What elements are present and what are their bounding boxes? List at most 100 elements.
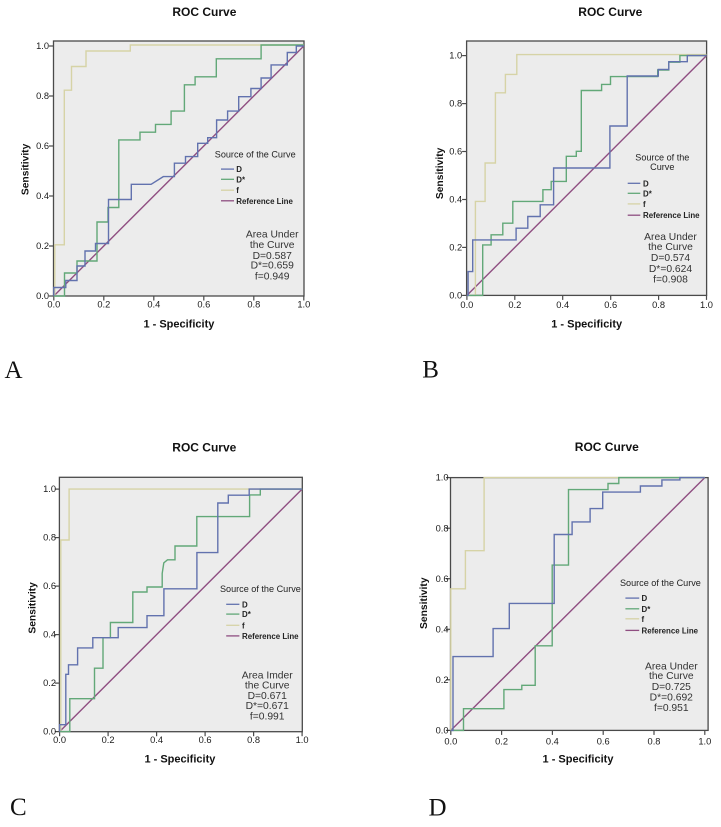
svg-text:f=0.991: f=0.991 (250, 711, 285, 722)
svg-text:0.2: 0.2 (495, 737, 508, 747)
svg-text:D*: D* (236, 175, 246, 184)
svg-text:ROC Curve: ROC Curve (578, 5, 642, 19)
svg-text:Reference Line: Reference Line (642, 626, 699, 635)
svg-text:0.0: 0.0 (444, 737, 457, 747)
svg-text:Area Under: Area Under (645, 661, 698, 672)
svg-text:1 - Specificity: 1 - Specificity (543, 753, 615, 765)
svg-text:D: D (242, 600, 248, 609)
svg-text:the Curve: the Curve (250, 240, 295, 251)
svg-text:0.2: 0.2 (102, 735, 115, 745)
svg-text:0.4: 0.4 (150, 735, 163, 745)
svg-text:0.2: 0.2 (36, 241, 49, 251)
svg-text:1.0: 1.0 (436, 473, 449, 483)
svg-text:0.4: 0.4 (147, 299, 160, 309)
svg-text:1.0: 1.0 (36, 41, 49, 51)
svg-text:0.4: 0.4 (436, 624, 449, 634)
svg-text:Source of the Curve: Source of the Curve (620, 578, 701, 588)
svg-text:the Curve: the Curve (649, 671, 694, 682)
svg-text:D: D (236, 165, 242, 174)
svg-text:0.8: 0.8 (648, 737, 661, 747)
svg-text:ROC Curve: ROC Curve (172, 5, 236, 19)
svg-text:1 - Specificity: 1 - Specificity (144, 753, 216, 765)
svg-text:1.0: 1.0 (43, 484, 56, 494)
svg-text:1.0: 1.0 (698, 737, 711, 747)
svg-text:f=0.951: f=0.951 (654, 703, 689, 714)
svg-text:the Curve: the Curve (648, 242, 693, 253)
svg-text:D=0.671: D=0.671 (248, 691, 287, 702)
svg-text:Reference Line: Reference Line (236, 197, 293, 206)
svg-text:ROC Curve: ROC Curve (575, 440, 639, 454)
svg-text:D: D (643, 179, 649, 188)
svg-text:Curve: Curve (650, 162, 674, 172)
svg-text:f: f (642, 615, 645, 624)
svg-text:Area Imder: Area Imder (242, 671, 294, 682)
svg-text:0.6: 0.6 (197, 299, 210, 309)
svg-text:f: f (236, 186, 239, 195)
svg-text:Sensitivity: Sensitivity (28, 582, 39, 634)
svg-text:0.0: 0.0 (449, 291, 462, 301)
svg-text:ROC Curve: ROC Curve (172, 440, 236, 454)
svg-text:D*=0.671: D*=0.671 (246, 701, 289, 712)
svg-text:0.8: 0.8 (36, 91, 49, 101)
svg-text:1 - Specificity: 1 - Specificity (143, 318, 215, 330)
svg-text:D: D (428, 795, 446, 822)
svg-text:Area Under: Area Under (246, 230, 299, 241)
svg-text:0.0: 0.0 (436, 726, 449, 736)
svg-text:0.2: 0.2 (436, 675, 449, 685)
svg-text:Sensitivity: Sensitivity (21, 143, 32, 195)
svg-text:Source of the Curve: Source of the Curve (215, 150, 296, 160)
svg-text:f: f (242, 621, 245, 630)
svg-text:C: C (10, 794, 27, 821)
svg-text:Area Under: Area Under (644, 232, 697, 243)
svg-text:0.2: 0.2 (449, 243, 462, 253)
svg-text:0.6: 0.6 (36, 141, 49, 151)
svg-text:0.4: 0.4 (43, 630, 56, 640)
svg-text:1.0: 1.0 (449, 51, 462, 61)
svg-text:1.0: 1.0 (297, 299, 310, 309)
svg-text:0.4: 0.4 (36, 191, 49, 201)
svg-text:0.6: 0.6 (199, 735, 212, 745)
svg-text:0.8: 0.8 (43, 533, 56, 543)
svg-text:Sensitivity: Sensitivity (419, 577, 430, 629)
svg-text:Source of the: Source of the (635, 152, 689, 162)
svg-text:the Curve: the Curve (245, 680, 290, 691)
svg-text:D*=0.624: D*=0.624 (649, 264, 692, 275)
svg-text:0.0: 0.0 (47, 299, 60, 309)
svg-text:Reference Line: Reference Line (242, 632, 299, 641)
svg-text:f=0.908: f=0.908 (653, 274, 688, 285)
svg-text:0.6: 0.6 (449, 147, 462, 157)
svg-text:D*=0.659: D*=0.659 (251, 261, 294, 272)
svg-text:A: A (4, 357, 22, 384)
svg-text:Sensitivity: Sensitivity (435, 147, 446, 199)
svg-text:0.8: 0.8 (652, 300, 665, 310)
svg-text:1 - Specificity: 1 - Specificity (551, 318, 623, 330)
svg-text:D*: D* (643, 189, 653, 198)
svg-text:0.8: 0.8 (436, 523, 449, 533)
svg-text:D: D (642, 594, 648, 603)
svg-text:f: f (643, 200, 646, 209)
svg-text:1.0: 1.0 (700, 300, 713, 310)
svg-text:D=0.574: D=0.574 (651, 253, 690, 264)
svg-text:0.8: 0.8 (247, 299, 260, 309)
svg-text:0.4: 0.4 (546, 737, 559, 747)
svg-text:D*=0.692: D*=0.692 (650, 693, 693, 704)
svg-text:D*: D* (642, 605, 652, 614)
svg-text:0.2: 0.2 (43, 678, 56, 688)
svg-text:1.0: 1.0 (296, 735, 309, 745)
svg-text:Reference Line: Reference Line (643, 211, 700, 220)
svg-text:0.2: 0.2 (97, 299, 110, 309)
svg-text:D=0.725: D=0.725 (652, 682, 691, 693)
svg-text:0.0: 0.0 (53, 735, 66, 745)
svg-text:0.8: 0.8 (449, 99, 462, 109)
svg-text:0.4: 0.4 (449, 195, 462, 205)
svg-text:f=0.949: f=0.949 (255, 271, 290, 282)
svg-text:D*: D* (242, 610, 252, 619)
svg-text:0.0: 0.0 (36, 291, 49, 301)
svg-text:D=0.587: D=0.587 (253, 251, 292, 262)
svg-text:0.2: 0.2 (508, 300, 521, 310)
svg-text:B: B (422, 357, 439, 384)
svg-text:0.0: 0.0 (460, 300, 473, 310)
svg-text:0.4: 0.4 (556, 300, 569, 310)
svg-text:0.8: 0.8 (247, 735, 260, 745)
svg-text:0.6: 0.6 (436, 574, 449, 584)
